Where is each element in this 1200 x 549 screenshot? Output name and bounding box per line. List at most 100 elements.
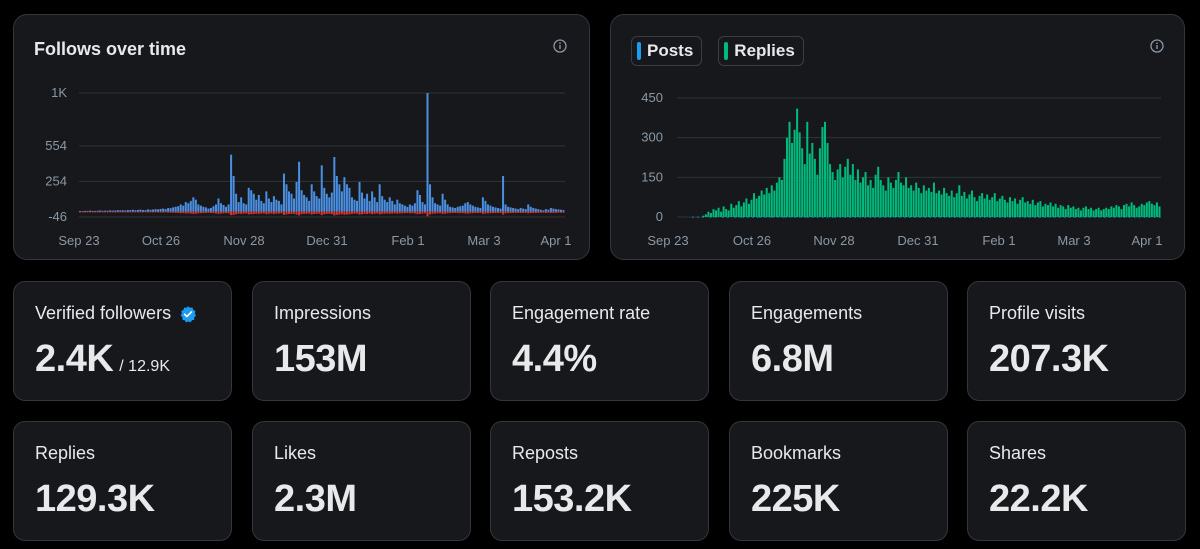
x-tick-label: Nov 28 [223,233,264,248]
bar-unfollows [288,211,291,215]
bar-follows [350,197,353,212]
bar-posts [899,216,902,218]
bar-follows [184,202,187,212]
bar-replies [988,199,991,217]
bar-follows [338,184,341,212]
metric-value: 22.2K [989,478,1088,520]
bar-follows [413,203,416,212]
bar-follows [396,199,399,212]
bar-replies [702,215,705,217]
bar-posts [933,216,936,218]
bar-follows [544,209,547,212]
bar-follows [298,161,301,212]
bar-unfollows [393,211,396,214]
bar-follows [358,181,361,212]
bar-replies [887,177,890,217]
bar-unfollows [323,211,326,215]
metric-impressions[interactable]: Impressions 153M [252,281,471,401]
bar-unfollows [363,211,366,214]
bar-follows [454,207,457,212]
metric-likes[interactable]: Likes 2.3M [252,421,471,541]
y-tick-label: 1K [51,85,67,100]
bar-posts [1158,216,1161,218]
bar-replies [1107,209,1110,217]
bar-follows [141,210,144,212]
bar-posts [721,216,724,218]
bar-replies [765,187,768,217]
bar-unfollows [250,211,253,215]
bar-unfollows [162,211,165,213]
bar-replies [968,194,971,217]
bar-follows [418,194,421,212]
bar-posts [1053,216,1056,218]
bar-replies [1006,202,1009,217]
legend-posts-label: Posts [647,41,694,60]
replies-swatch [724,42,729,60]
bar-posts [1123,216,1126,218]
metric-profile-visits[interactable]: Profile visits 207.3K [967,281,1186,401]
bar-replies [715,210,718,217]
metric-bookmarks[interactable]: Bookmarks 225K [729,421,948,541]
bar-follows [207,208,210,212]
bar-replies [1095,209,1098,217]
bar-follows [388,197,391,212]
bar-follows [406,206,409,212]
bar-replies [1036,202,1039,217]
bar-replies [780,179,783,217]
bar-follows [106,210,109,212]
bar-replies [796,108,799,217]
metric-replies[interactable]: Replies 129.3K [13,421,232,541]
metric-value: 153.2K [512,478,632,520]
chart-title: Follows over time [34,39,187,59]
bar-posts [1033,216,1036,218]
bar-unfollows [308,211,311,214]
bar-follows [524,209,527,212]
bar-posts [771,216,774,218]
metric-verified-followers[interactable]: Verified followers 2.4K / 12.9K [13,281,232,401]
legend-replies[interactable]: Replies [718,36,804,66]
metric-engagements[interactable]: Engagements 6.8M [729,281,948,401]
bar-unfollows [192,211,195,214]
y-tick-label: 554 [45,138,67,153]
bar-follows [562,210,565,212]
bar-unfollows [340,211,343,215]
bar-replies [1019,199,1022,217]
bar-replies [1016,203,1019,217]
bar-replies [953,197,956,217]
bar-posts [1003,216,1006,218]
bar-unfollows [444,211,447,214]
bar-follows [549,207,552,212]
bar-posts [1063,216,1066,218]
bar-replies [768,193,771,217]
bar-replies [1133,205,1136,217]
bar-unfollows [507,211,510,214]
metric-shares[interactable]: Shares 22.2K [967,421,1186,541]
bar-replies [740,206,743,217]
bar-unfollows [126,211,129,213]
legend-posts[interactable]: Posts [631,36,703,66]
bar-unfollows [119,211,122,213]
bar-unfollows [436,211,439,214]
bar-follows [230,154,233,212]
bar-replies [704,214,707,217]
bar-unfollows [335,211,338,215]
bar-posts [746,216,749,218]
bar-unfollows [522,211,525,213]
bar-unfollows [310,211,313,215]
x-tick-label: Mar 3 [1057,233,1090,248]
bar-follows [159,208,162,212]
bar-follows [451,207,454,212]
info-icon[interactable] [1150,39,1164,53]
bar-replies [917,187,920,217]
metric-reposts[interactable]: Reposts 153.2K [490,421,709,541]
info-icon[interactable] [553,39,567,53]
bar-unfollows [519,211,522,213]
bar-posts [1098,216,1101,218]
bar-posts [789,216,792,218]
metric-engagement-rate[interactable]: Engagement rate 4.4% [490,281,709,401]
bar-unfollows [232,211,235,215]
metric-value: 207.3K [989,338,1109,380]
bar-follows [494,207,497,212]
bar-unfollows [406,211,409,214]
bar-posts [874,216,877,218]
